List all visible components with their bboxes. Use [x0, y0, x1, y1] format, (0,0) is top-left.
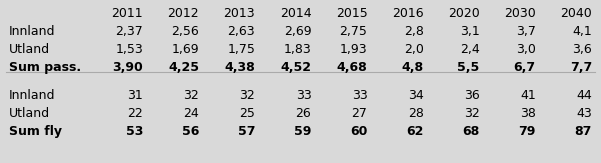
Text: 27: 27	[352, 107, 367, 119]
Text: 2011: 2011	[111, 7, 143, 20]
Text: 2,56: 2,56	[171, 25, 199, 38]
Text: 2,63: 2,63	[228, 25, 255, 38]
Text: 3,90: 3,90	[112, 61, 143, 74]
Text: Innland: Innland	[9, 89, 55, 102]
Text: 4,38: 4,38	[225, 61, 255, 74]
Text: 3,0: 3,0	[516, 44, 536, 56]
Text: 2012: 2012	[168, 7, 199, 20]
Text: Sum pass.: Sum pass.	[9, 61, 81, 74]
Text: 2014: 2014	[279, 7, 311, 20]
Text: Utland: Utland	[9, 107, 50, 119]
Text: 32: 32	[239, 89, 255, 102]
Text: 24: 24	[183, 107, 199, 119]
Text: 59: 59	[294, 125, 311, 138]
Text: 43: 43	[576, 107, 592, 119]
Text: 62: 62	[406, 125, 424, 138]
Text: 4,1: 4,1	[572, 25, 592, 38]
Text: 2020: 2020	[448, 7, 480, 20]
Text: 38: 38	[520, 107, 536, 119]
Text: 22: 22	[127, 107, 143, 119]
Text: Sum fly: Sum fly	[9, 125, 62, 138]
Text: 4,25: 4,25	[168, 61, 199, 74]
Text: Innland: Innland	[9, 25, 55, 38]
Text: 79: 79	[519, 125, 536, 138]
Text: 5,5: 5,5	[457, 61, 480, 74]
Text: 60: 60	[350, 125, 367, 138]
Text: 1,75: 1,75	[227, 44, 255, 56]
Text: 4,8: 4,8	[401, 61, 424, 74]
Text: 3,7: 3,7	[516, 25, 536, 38]
Text: 34: 34	[408, 89, 424, 102]
Text: 41: 41	[520, 89, 536, 102]
Text: 31: 31	[127, 89, 143, 102]
Text: 32: 32	[464, 107, 480, 119]
Text: 2,4: 2,4	[460, 44, 480, 56]
Text: 1,83: 1,83	[284, 44, 311, 56]
Text: 57: 57	[238, 125, 255, 138]
Text: 6,7: 6,7	[514, 61, 536, 74]
Text: 4,68: 4,68	[337, 61, 367, 74]
Text: Utland: Utland	[9, 44, 50, 56]
Text: 7,7: 7,7	[570, 61, 592, 74]
Text: 68: 68	[463, 125, 480, 138]
Text: 1,93: 1,93	[340, 44, 367, 56]
Text: 2,0: 2,0	[404, 44, 424, 56]
Text: 56: 56	[182, 125, 199, 138]
Text: 3,1: 3,1	[460, 25, 480, 38]
Text: 2016: 2016	[392, 7, 424, 20]
Text: 2040: 2040	[560, 7, 592, 20]
Text: 2,37: 2,37	[115, 25, 143, 38]
Text: 2,8: 2,8	[404, 25, 424, 38]
Text: 2030: 2030	[504, 7, 536, 20]
Text: 28: 28	[407, 107, 424, 119]
Text: 44: 44	[576, 89, 592, 102]
Text: 53: 53	[126, 125, 143, 138]
Text: 3,6: 3,6	[572, 44, 592, 56]
Text: 2013: 2013	[224, 7, 255, 20]
Text: 36: 36	[464, 89, 480, 102]
Text: 87: 87	[575, 125, 592, 138]
Text: 26: 26	[296, 107, 311, 119]
Text: 4,52: 4,52	[280, 61, 311, 74]
Text: 33: 33	[352, 89, 367, 102]
Text: 1,69: 1,69	[171, 44, 199, 56]
Text: 32: 32	[183, 89, 199, 102]
Text: 25: 25	[239, 107, 255, 119]
Text: 1,53: 1,53	[115, 44, 143, 56]
Text: 33: 33	[296, 89, 311, 102]
Text: 2015: 2015	[336, 7, 367, 20]
Text: 2,75: 2,75	[340, 25, 367, 38]
Text: 2,69: 2,69	[284, 25, 311, 38]
